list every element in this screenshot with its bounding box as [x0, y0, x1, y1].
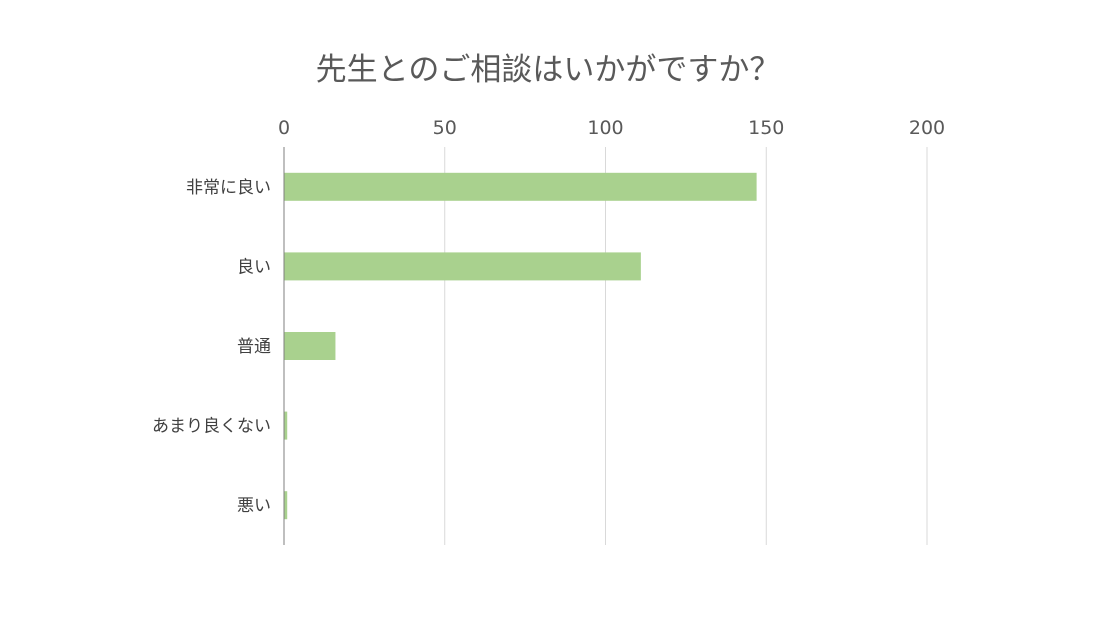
bar	[284, 252, 641, 281]
x-axis-ticks: 0 50 100 150 200	[278, 117, 945, 139]
x-tick-label: 150	[748, 117, 784, 139]
chart-title: 先生とのご相談はいかがですか？	[316, 52, 781, 88]
bar	[284, 411, 288, 440]
category-label: あまり良くない	[152, 417, 271, 437]
category-label: 悪い	[237, 496, 271, 516]
x-tick-label: 50	[433, 117, 457, 139]
category-label: 良い	[237, 257, 271, 277]
bar	[284, 332, 336, 360]
x-tick-label: 100	[587, 117, 623, 139]
category-label: 非常に良い	[186, 178, 271, 198]
bar	[284, 172, 757, 201]
x-tick-label: 200	[909, 117, 945, 139]
x-tick-label: 0	[278, 117, 290, 139]
gridlines	[444, 147, 928, 545]
bars	[284, 172, 757, 520]
bar	[284, 491, 288, 520]
category-label: 普通	[237, 337, 271, 357]
